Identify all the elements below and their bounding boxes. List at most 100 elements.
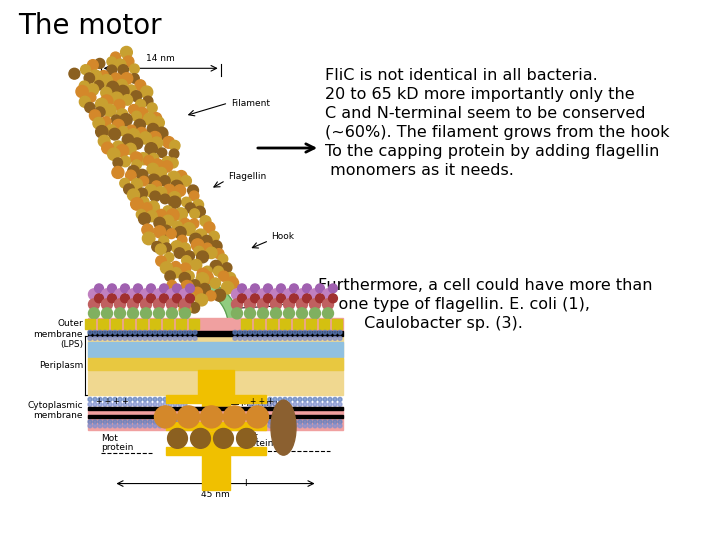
Circle shape	[139, 176, 148, 186]
Circle shape	[194, 206, 205, 217]
Circle shape	[284, 308, 294, 319]
Text: Furthermore, a cell could have more than: Furthermore, a cell could have more than	[318, 278, 652, 293]
Circle shape	[168, 397, 172, 401]
Circle shape	[87, 59, 98, 70]
Circle shape	[315, 294, 325, 303]
Circle shape	[140, 86, 153, 98]
Circle shape	[132, 138, 143, 149]
Circle shape	[328, 294, 338, 303]
Circle shape	[251, 284, 259, 293]
Circle shape	[214, 429, 233, 448]
Circle shape	[122, 134, 134, 146]
Circle shape	[253, 420, 257, 424]
Text: (motor switch): (motor switch)	[241, 419, 307, 428]
Circle shape	[108, 402, 112, 407]
Circle shape	[163, 206, 173, 215]
Circle shape	[183, 424, 187, 428]
Circle shape	[85, 103, 95, 112]
Circle shape	[174, 185, 186, 197]
Circle shape	[147, 284, 156, 293]
Bar	[166, 395, 266, 403]
Text: Caulobacter sp. (3).: Caulobacter sp. (3).	[318, 316, 523, 331]
Circle shape	[232, 299, 243, 310]
Circle shape	[268, 330, 272, 334]
Circle shape	[278, 330, 282, 334]
Circle shape	[124, 184, 135, 194]
Circle shape	[138, 397, 142, 401]
Circle shape	[138, 402, 142, 407]
Circle shape	[134, 119, 145, 131]
Text: To the capping protein by adding flagellin: To the capping protein by adding flagell…	[325, 144, 660, 159]
Circle shape	[103, 397, 107, 401]
Circle shape	[114, 99, 125, 111]
Circle shape	[133, 402, 137, 407]
Circle shape	[84, 73, 94, 83]
Circle shape	[113, 420, 117, 424]
Circle shape	[129, 105, 139, 114]
Text: Mot: Mot	[101, 434, 117, 443]
Circle shape	[268, 420, 272, 424]
Circle shape	[179, 299, 191, 310]
Circle shape	[289, 284, 298, 293]
Text: Peptidoglycan: Peptidoglycan	[241, 356, 305, 366]
Circle shape	[133, 420, 137, 424]
Circle shape	[179, 289, 191, 300]
Circle shape	[173, 402, 177, 407]
Circle shape	[136, 210, 146, 219]
Circle shape	[121, 73, 132, 84]
Circle shape	[232, 289, 243, 300]
Circle shape	[263, 420, 267, 424]
Circle shape	[130, 152, 143, 164]
Circle shape	[168, 420, 172, 424]
Bar	[197, 369, 233, 395]
Circle shape	[328, 424, 332, 428]
Text: one type of flagellin. E. coli (1),: one type of flagellin. E. coli (1),	[318, 297, 590, 312]
Bar	[163, 319, 173, 329]
Circle shape	[140, 132, 151, 144]
Circle shape	[103, 336, 107, 340]
Circle shape	[253, 402, 257, 407]
Circle shape	[160, 294, 168, 303]
Circle shape	[190, 280, 200, 290]
Circle shape	[318, 420, 322, 424]
Circle shape	[283, 397, 287, 401]
Circle shape	[121, 284, 130, 293]
Circle shape	[93, 424, 97, 428]
Circle shape	[318, 330, 322, 334]
Circle shape	[98, 424, 102, 428]
Circle shape	[237, 429, 256, 448]
Circle shape	[98, 330, 102, 334]
Circle shape	[288, 420, 292, 424]
Circle shape	[136, 127, 147, 138]
Circle shape	[167, 280, 176, 290]
Circle shape	[263, 336, 267, 340]
Circle shape	[310, 289, 320, 300]
Circle shape	[69, 68, 80, 79]
Circle shape	[184, 271, 194, 281]
Circle shape	[308, 397, 312, 401]
Circle shape	[101, 117, 111, 127]
Circle shape	[178, 406, 199, 428]
Circle shape	[202, 243, 212, 253]
Circle shape	[93, 420, 97, 424]
Circle shape	[176, 171, 187, 182]
Circle shape	[107, 57, 117, 66]
Circle shape	[88, 402, 92, 407]
Circle shape	[184, 251, 194, 261]
Circle shape	[108, 424, 112, 428]
Circle shape	[200, 215, 211, 227]
Circle shape	[148, 336, 152, 340]
Circle shape	[114, 308, 125, 319]
Circle shape	[163, 137, 174, 148]
Circle shape	[114, 299, 125, 310]
Text: protein: protein	[241, 440, 274, 449]
Circle shape	[338, 402, 342, 407]
Text: 14 nm: 14 nm	[146, 55, 175, 63]
Circle shape	[114, 59, 126, 70]
Circle shape	[131, 91, 142, 102]
Circle shape	[209, 231, 220, 242]
Circle shape	[113, 402, 117, 407]
Circle shape	[111, 73, 121, 83]
Circle shape	[218, 254, 228, 264]
Circle shape	[238, 330, 242, 334]
